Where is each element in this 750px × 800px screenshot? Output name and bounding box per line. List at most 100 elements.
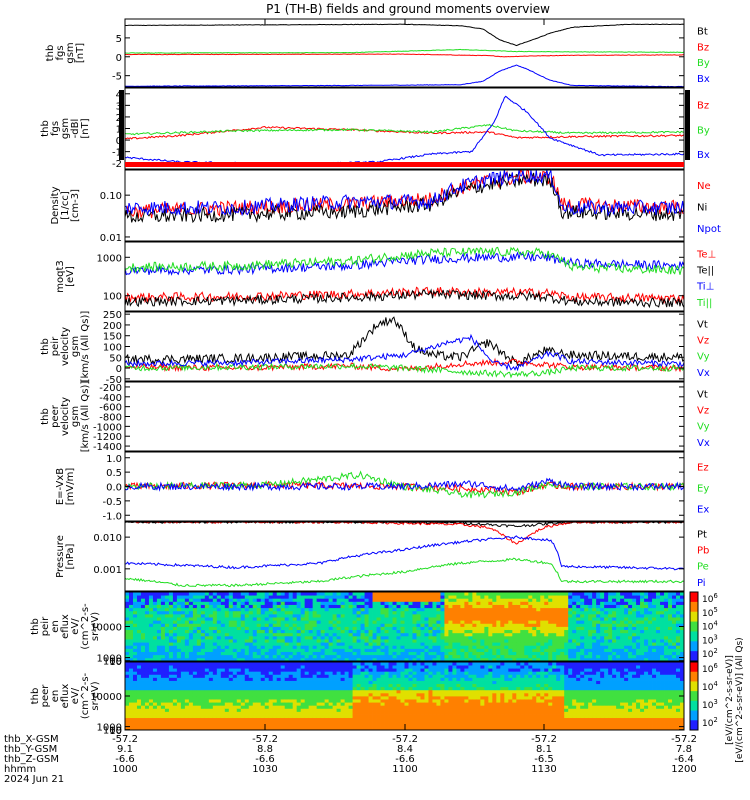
spectrogram-cell: [224, 648, 230, 652]
spectrogram-cell: [308, 680, 314, 685]
spectrogram-cell: [308, 671, 314, 675]
spectrogram-cell: [428, 726, 433, 731]
spectrogram-cell: [132, 674, 138, 678]
series-line-Ni: [124, 172, 685, 224]
spectrogram-cell: [396, 702, 401, 706]
spectrogram-cell: [232, 651, 238, 656]
spectrogram-cell: [296, 620, 302, 624]
spectrogram-cell: [636, 635, 641, 640]
spectrogram-cell: [488, 629, 493, 634]
spectrogram-cell: [168, 642, 174, 646]
spectrogram-cell: [200, 726, 206, 731]
spectrogram-cell: [164, 723, 170, 728]
spectrogram-cell: [480, 623, 485, 627]
spectrogram-cell: [280, 714, 286, 719]
spectrogram-cell: [416, 723, 421, 728]
spectrogram-cell: [372, 613, 377, 618]
spectrogram-cell: [560, 635, 565, 640]
spectrogram-cell: [240, 723, 246, 728]
spectrogram-cell: [300, 604, 306, 609]
spectrogram-cell: [140, 629, 146, 634]
y-tick-label: 250: [103, 310, 122, 321]
spectrogram-cell: [572, 607, 577, 612]
spectrogram-cell: [200, 598, 206, 602]
spectrogram-cell: [296, 680, 302, 685]
spectrogram-cell: [380, 708, 385, 712]
spectrogram-cell: [352, 720, 357, 725]
spectrogram-cell: [220, 705, 226, 709]
spectrogram-cell: [224, 680, 230, 685]
spectrogram-cell: [284, 674, 290, 678]
spectrogram-cell: [140, 651, 146, 656]
spectrogram-cell: [368, 657, 373, 662]
spectrogram-cell: [188, 613, 194, 618]
spectrogram-cell: [652, 651, 657, 656]
spectrogram-cell: [532, 623, 537, 627]
spectrogram-cell: [260, 699, 266, 703]
spectrogram-cell: [664, 651, 669, 656]
spectrogram-cell: [216, 595, 222, 599]
spectrogram-cell: [156, 651, 162, 656]
spectrogram-cell: [488, 648, 493, 652]
spectrogram-cell: [160, 613, 166, 618]
spectrogram-cell: [308, 617, 314, 621]
spectrogram-cell: [132, 635, 138, 640]
spectrogram-cell: [168, 702, 174, 706]
spectrogram-cell: [340, 617, 345, 621]
spectrogram-cell: [132, 626, 138, 631]
spectrogram-cell: [492, 648, 497, 652]
spectrogram-cell: [356, 668, 361, 672]
spectrogram-cell: [524, 635, 529, 640]
spectrogram-cell: [128, 592, 134, 596]
spectrogram-cell: [164, 696, 170, 700]
spectrogram-cell: [428, 677, 433, 681]
spectrogram-cell: [676, 601, 681, 605]
spectrogram-cell: [228, 683, 234, 688]
spectrogram-cell: [284, 601, 290, 605]
y-axis-label: [nT]: [80, 118, 91, 138]
spectrogram-cell: [632, 592, 637, 596]
spectrogram-cell: [404, 648, 409, 652]
spectrogram-cell: [156, 648, 162, 652]
spectrogram-cell: [296, 595, 302, 599]
spectrogram-cell: [152, 604, 158, 609]
spectrogram-cell: [332, 662, 338, 666]
spectrogram-cell: [352, 620, 357, 624]
spectrogram-cell: [572, 592, 577, 596]
spectrogram-cell: [620, 620, 625, 624]
spectrogram-cell: [436, 657, 441, 662]
spectrogram-cell: [364, 699, 369, 703]
spectrogram-cell: [160, 620, 166, 624]
spectrogram-cell: [156, 726, 162, 731]
spectrogram-cell: [424, 657, 429, 662]
spectrogram-cell: [584, 654, 589, 659]
spectrogram-cell: [372, 604, 377, 609]
spectrogram-cell: [148, 705, 154, 709]
spectrogram-cell: [240, 626, 246, 631]
spectrogram-cell: [204, 711, 210, 715]
spectrogram-cell: [532, 610, 537, 615]
spectrogram-cell: [324, 657, 330, 662]
series-line-Te||: [124, 288, 685, 309]
spectrogram-cell: [380, 639, 385, 643]
spectrogram-cell: [248, 723, 254, 728]
spectrogram-cell: [160, 696, 166, 700]
spectrogram-cell: [164, 654, 170, 659]
spectrogram-cell: [320, 626, 326, 631]
spectrogram-cell: [640, 657, 645, 662]
spectrogram-cell: [500, 595, 505, 599]
spectrogram-cell: [176, 617, 182, 621]
spectrogram-cell: [276, 623, 282, 627]
spectrogram-cell: [364, 595, 369, 599]
spectrogram-cell: [396, 595, 401, 599]
spectrogram-cell: [440, 623, 445, 627]
spectrogram-cell: [268, 689, 274, 694]
spectrogram-cell: [428, 708, 433, 712]
spectrogram-cell: [156, 642, 162, 646]
spectrogram-cell: [280, 696, 286, 700]
spectrogram-cell: [184, 617, 190, 621]
spectrogram-cell: [196, 717, 202, 722]
spectrogram-cell: [628, 617, 633, 621]
spectrogram-cell: [248, 635, 254, 640]
spectrogram-cell: [248, 662, 254, 666]
